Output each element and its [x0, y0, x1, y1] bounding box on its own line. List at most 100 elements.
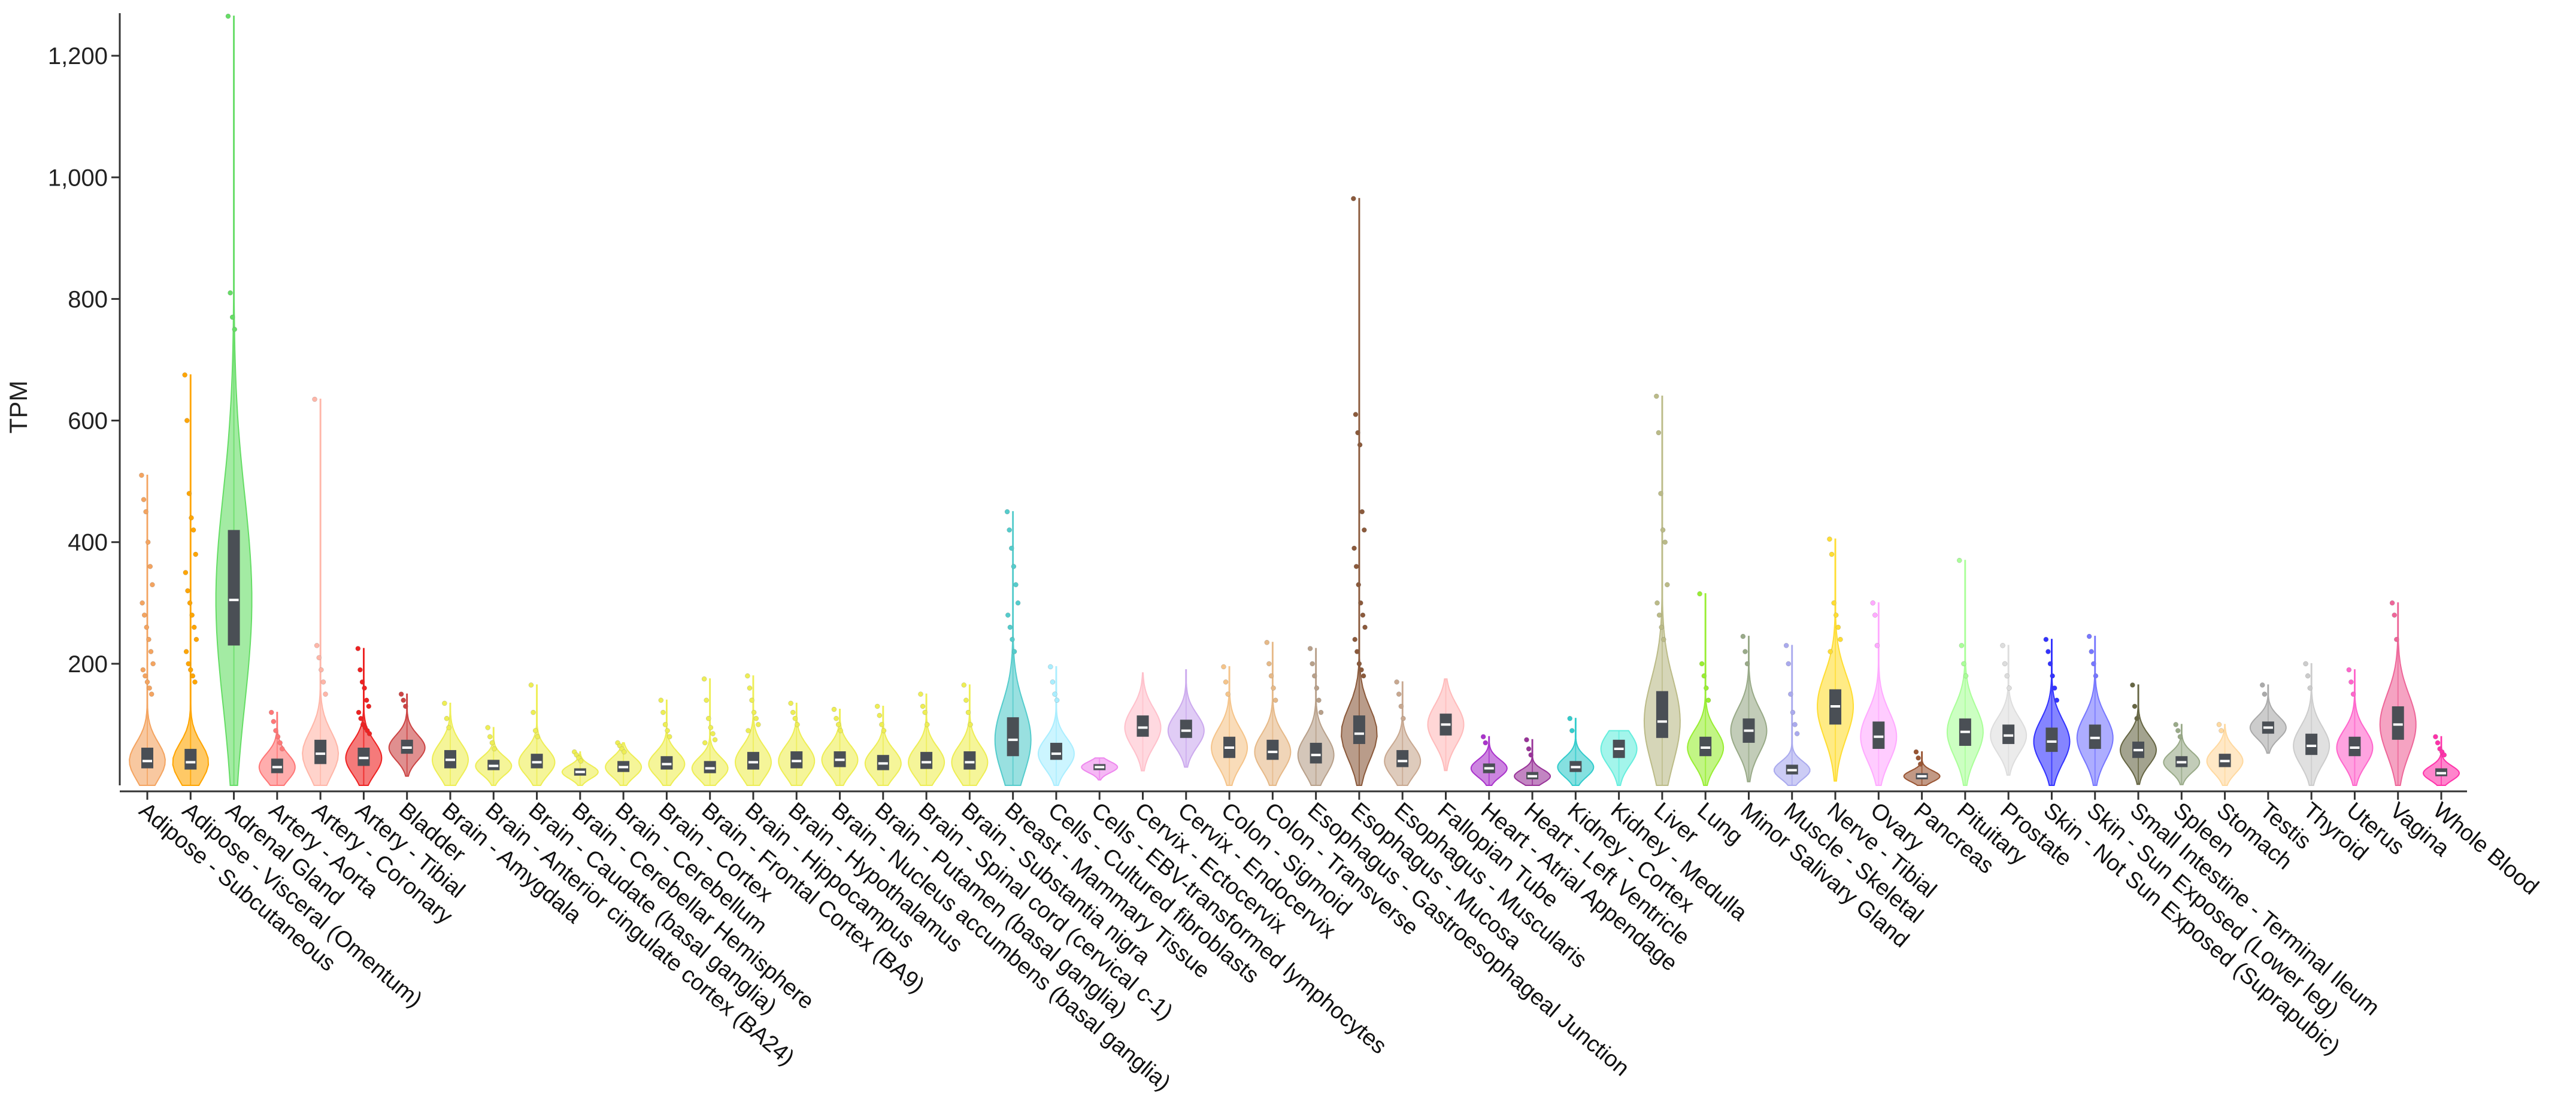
outlier-point	[2047, 661, 2053, 667]
violin-artery-coronary[interactable]	[302, 396, 340, 786]
violin-cervix-ectocervix[interactable]	[1124, 672, 1162, 772]
violin-brain-cerebellum[interactable]	[605, 740, 643, 786]
x-tick-label: Lung	[1692, 798, 1747, 850]
outlier-point	[2175, 728, 2181, 733]
violin-brain-nucleus-accumbens-basal-ganglia[interactable]	[821, 706, 859, 786]
outlier-point	[316, 655, 322, 660]
iqr-box	[920, 752, 933, 769]
violin-brain-cerebellar-hemisphere[interactable]	[561, 749, 599, 786]
violin-heart-atrial-appendage[interactable]	[1470, 734, 1508, 786]
iqr-box	[271, 758, 283, 773]
outlier-point	[1833, 612, 1839, 618]
violin-prostate[interactable]	[1990, 643, 2028, 776]
violin-cells-ebv-transformed-lymphocytes[interactable]	[1081, 757, 1119, 781]
violin-brain-substantia-nigra[interactable]	[951, 682, 989, 786]
violin-spleen[interactable]	[2163, 722, 2201, 785]
outlier-point	[1783, 643, 1789, 648]
outlier-point	[1569, 728, 1575, 733]
outlier-point	[1963, 673, 1969, 679]
outlier-point	[1356, 661, 1362, 667]
outlier-point	[1835, 624, 1841, 630]
outlier-point	[1665, 582, 1670, 588]
violin-pancreas[interactable]	[1903, 749, 1941, 786]
violin-adipose-visceral-omentum[interactable]	[172, 372, 210, 786]
outlier-point	[268, 709, 274, 715]
violin-pituitary[interactable]	[1946, 557, 1984, 786]
outlier-point	[1913, 749, 1919, 755]
violin-lung[interactable]	[1687, 591, 1725, 786]
outlier-point	[1658, 491, 1663, 496]
violin-cervix-endocervix[interactable]	[1167, 669, 1205, 768]
violin-kidney-medulla[interactable]	[1600, 730, 1638, 786]
outlier-point	[398, 691, 404, 697]
outlier-point	[1961, 661, 1966, 667]
violin-skin-not-sun-exposed-suprapubic[interactable]	[2033, 636, 2071, 786]
outlier-point	[1362, 624, 1368, 630]
violin-breast-mammary-tissue[interactable]	[994, 509, 1032, 786]
outlier-point	[2134, 716, 2139, 721]
violin-colon-transverse[interactable]	[1254, 640, 1292, 786]
outlier-point	[1352, 636, 1357, 642]
outlier-point	[320, 679, 326, 685]
outlier-point	[2216, 722, 2222, 727]
violin-whole-blood[interactable]	[2422, 734, 2460, 786]
violin-brain-caudate-basal-ganglia[interactable]	[518, 682, 556, 786]
y-tick-label: 800	[68, 286, 108, 312]
violin-esophagus-muscularis[interactable]	[1384, 679, 1422, 786]
violin-skin-sun-exposed-lower-leg[interactable]	[2076, 633, 2114, 786]
outlier-point	[444, 716, 450, 721]
violin-esophagus-gastroesophageal-junction[interactable]	[1297, 646, 1335, 786]
outlier-point	[658, 697, 664, 703]
outlier-point	[1661, 636, 1666, 642]
violin-small-intestine-terminal-ileum[interactable]	[2119, 682, 2157, 785]
outlier-point	[1354, 649, 1360, 654]
outlier-point	[1011, 649, 1017, 654]
outlier-point	[1697, 591, 1702, 597]
violin-liver[interactable]	[1643, 393, 1681, 786]
outlier-point	[2392, 612, 2397, 618]
violin-brain-cortex[interactable]	[648, 697, 686, 786]
violin-brain-putamen-basal-ganglia[interactable]	[864, 703, 902, 786]
outlier-point	[660, 709, 666, 715]
outlier-point	[403, 703, 408, 709]
violin-adipose-subcutaneous[interactable]	[129, 472, 166, 786]
violin-artery-aorta[interactable]	[258, 709, 296, 786]
violin-fallopian-tube[interactable]	[1427, 678, 1465, 772]
violin-esophagus-mucosa[interactable]	[1341, 196, 1378, 786]
violin-kidney-cortex[interactable]	[1557, 716, 1595, 786]
violin-minor-salivary-gland[interactable]	[1730, 633, 1768, 782]
outlier-point	[2394, 636, 2399, 642]
violin-vagina[interactable]	[2379, 600, 2417, 786]
violin-brain-spinal-cord-cervical-c-1[interactable]	[908, 691, 945, 786]
outlier-point	[1398, 703, 1404, 709]
violin-brain-frontal-cortex-ba9[interactable]	[691, 676, 729, 786]
outlier-point	[1007, 527, 1012, 533]
violin-stomach[interactable]	[2206, 722, 2244, 786]
outlier-point	[271, 719, 277, 724]
violin-brain-hypothalamus[interactable]	[778, 700, 816, 786]
outlier-point	[2441, 752, 2447, 758]
violin-brain-amygdala[interactable]	[432, 700, 469, 786]
violin-uterus[interactable]	[2336, 667, 2374, 786]
violin-bladder[interactable]	[388, 691, 426, 777]
y-tick-label: 400	[68, 530, 108, 556]
outlier-point	[2303, 661, 2308, 667]
violin-artery-tibial[interactable]	[345, 646, 383, 786]
outlier-point	[228, 290, 233, 296]
iqr-box	[1396, 750, 1409, 767]
violin-adrenal-gland[interactable]	[215, 13, 253, 786]
violin-colon-sigmoid[interactable]	[1211, 664, 1248, 786]
violin-brain-anterior-cingulate-cortex-ba24[interactable]	[475, 725, 513, 786]
violin-thyroid[interactable]	[2293, 661, 2330, 786]
violin-cells-cultured-fibroblasts[interactable]	[1037, 664, 1075, 786]
violin-ovary[interactable]	[1860, 600, 1898, 786]
violin-muscle-skeletal[interactable]	[1774, 643, 1811, 786]
violin-testis[interactable]	[2249, 682, 2287, 754]
outlier-point	[1660, 527, 1666, 533]
violin-heart-left-ventricle[interactable]	[1514, 737, 1551, 786]
violin-nerve-tibial[interactable]	[1817, 536, 1854, 782]
iqr-box	[1656, 691, 1668, 738]
outlier-point	[357, 667, 363, 673]
violin-brain-hippocampus[interactable]	[734, 673, 772, 786]
